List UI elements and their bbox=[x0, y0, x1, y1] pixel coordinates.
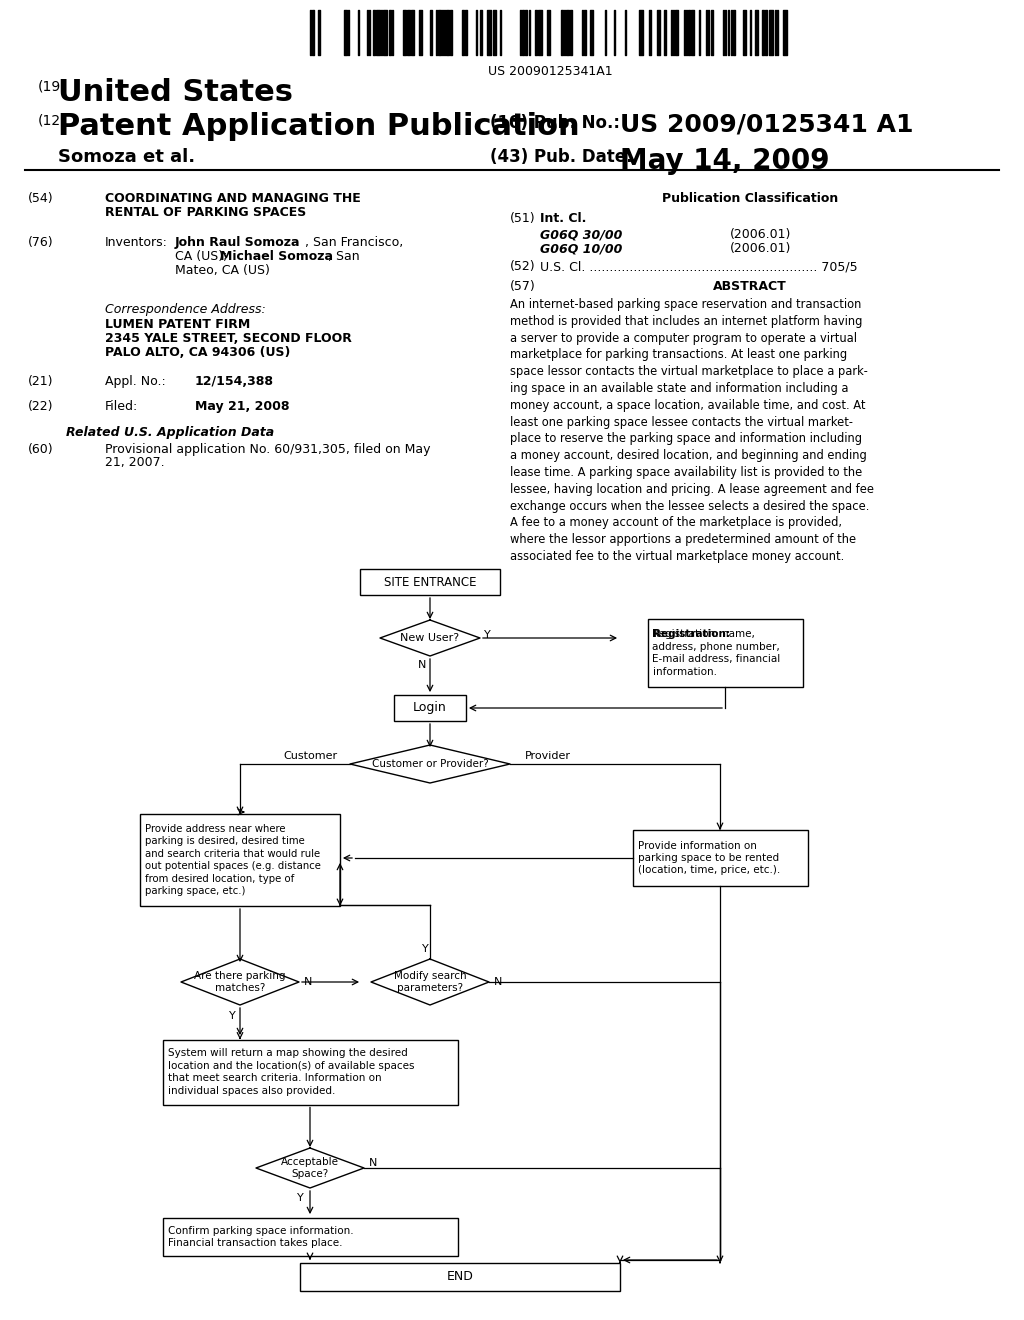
Text: (10) Pub. No.:: (10) Pub. No.: bbox=[490, 114, 620, 132]
Text: Mateo, CA (US): Mateo, CA (US) bbox=[175, 264, 270, 277]
Text: (22): (22) bbox=[28, 400, 53, 413]
Text: Appl. No.:: Appl. No.: bbox=[105, 375, 166, 388]
Text: Registration:: Registration: bbox=[652, 630, 729, 639]
Text: Correspondence Address:: Correspondence Address: bbox=[105, 304, 266, 315]
Text: (12): (12) bbox=[38, 114, 67, 128]
Text: An internet-based parking space reservation and transaction
method is provided t: An internet-based parking space reservat… bbox=[510, 298, 874, 564]
Text: Registration: name,
address, phone number,
E-mail address, financial
information: Registration: name, address, phone numbe… bbox=[652, 630, 780, 677]
Text: (51): (51) bbox=[510, 213, 536, 224]
Text: Provider: Provider bbox=[525, 751, 571, 762]
Text: Provide address near where
parking is desired, desired time
and search criteria : Provide address near where parking is de… bbox=[145, 824, 321, 896]
Text: System will return a map showing the desired
location and the location(s) of ava: System will return a map showing the des… bbox=[168, 1048, 414, 1096]
Text: Y: Y bbox=[484, 630, 490, 640]
Text: Related U.S. Application Data: Related U.S. Application Data bbox=[66, 426, 274, 440]
Text: (2006.01): (2006.01) bbox=[730, 242, 792, 255]
Text: 12/154,388: 12/154,388 bbox=[195, 375, 274, 388]
Text: (76): (76) bbox=[28, 236, 53, 249]
Text: COORDINATING AND MANAGING THE: COORDINATING AND MANAGING THE bbox=[105, 191, 360, 205]
Bar bbox=[140, 814, 340, 906]
Bar bbox=[647, 619, 803, 686]
Text: May 21, 2008: May 21, 2008 bbox=[195, 400, 290, 413]
Text: 2345 YALE STREET, SECOND FLOOR: 2345 YALE STREET, SECOND FLOOR bbox=[105, 333, 352, 345]
Text: Patent Application Publication: Patent Application Publication bbox=[58, 112, 580, 141]
Text: May 14, 2009: May 14, 2009 bbox=[620, 147, 829, 176]
Text: Inventors:: Inventors: bbox=[105, 236, 168, 249]
Text: (52): (52) bbox=[510, 260, 536, 273]
Text: PALO ALTO, CA 94306 (US): PALO ALTO, CA 94306 (US) bbox=[105, 346, 291, 359]
Text: Acceptable
Space?: Acceptable Space? bbox=[281, 1156, 339, 1179]
Text: G06Q 30/00: G06Q 30/00 bbox=[540, 228, 623, 242]
Text: Y: Y bbox=[422, 944, 428, 954]
Text: Michael Somoza: Michael Somoza bbox=[220, 249, 333, 263]
Text: (54): (54) bbox=[28, 191, 53, 205]
Text: (21): (21) bbox=[28, 375, 53, 388]
Text: Customer: Customer bbox=[283, 751, 337, 762]
Text: LUMEN PATENT FIRM: LUMEN PATENT FIRM bbox=[105, 318, 250, 331]
Text: (57): (57) bbox=[510, 280, 536, 293]
Text: Login: Login bbox=[413, 701, 446, 714]
Text: (43) Pub. Date:: (43) Pub. Date: bbox=[490, 148, 633, 166]
Text: , San Francisco,: , San Francisco, bbox=[305, 236, 403, 249]
Text: United States: United States bbox=[58, 78, 293, 107]
Text: END: END bbox=[446, 1270, 473, 1283]
Text: US 20090125341A1: US 20090125341A1 bbox=[487, 65, 612, 78]
Text: Y: Y bbox=[228, 1011, 236, 1020]
Text: Filed:: Filed: bbox=[105, 400, 138, 413]
Bar bbox=[300, 1263, 620, 1291]
Text: Publication Classification: Publication Classification bbox=[662, 191, 838, 205]
Text: N: N bbox=[418, 660, 426, 671]
Text: RENTAL OF PARKING SPACES: RENTAL OF PARKING SPACES bbox=[105, 206, 306, 219]
Bar bbox=[633, 830, 808, 886]
Bar bbox=[360, 569, 500, 595]
Text: SITE ENTRANCE: SITE ENTRANCE bbox=[384, 576, 476, 589]
Bar bbox=[163, 1040, 458, 1105]
Text: Provisional application No. 60/931,305, filed on May: Provisional application No. 60/931,305, … bbox=[105, 444, 430, 455]
Bar bbox=[394, 696, 466, 721]
Text: U.S. Cl. ......................................................... 705/5: U.S. Cl. ...............................… bbox=[540, 260, 858, 273]
Text: John Raul Somoza: John Raul Somoza bbox=[175, 236, 300, 249]
Text: ABSTRACT: ABSTRACT bbox=[713, 280, 786, 293]
Text: New User?: New User? bbox=[400, 634, 460, 643]
Text: Somoza et al.: Somoza et al. bbox=[58, 148, 196, 166]
Text: CA (US);: CA (US); bbox=[175, 249, 231, 263]
Text: US 2009/0125341 A1: US 2009/0125341 A1 bbox=[620, 112, 913, 136]
Bar bbox=[163, 1218, 458, 1257]
Text: Modify search
parameters?: Modify search parameters? bbox=[393, 970, 466, 993]
Text: Customer or Provider?: Customer or Provider? bbox=[372, 759, 488, 770]
Text: , San: , San bbox=[328, 249, 359, 263]
Text: Provide information on
parking space to be rented
(location, time, price, etc.).: Provide information on parking space to … bbox=[638, 841, 779, 875]
Text: Int. Cl.: Int. Cl. bbox=[540, 213, 587, 224]
Text: N: N bbox=[304, 977, 312, 987]
Text: (60): (60) bbox=[28, 444, 53, 455]
Text: N: N bbox=[369, 1158, 378, 1168]
Text: Are there parking
matches?: Are there parking matches? bbox=[195, 970, 286, 993]
Text: (19): (19) bbox=[38, 81, 67, 94]
Text: 21, 2007.: 21, 2007. bbox=[105, 455, 165, 469]
Text: G06Q 10/00: G06Q 10/00 bbox=[540, 242, 623, 255]
Text: N: N bbox=[494, 977, 503, 987]
Text: Confirm parking space information.
Financial transaction takes place.: Confirm parking space information. Finan… bbox=[168, 1226, 353, 1249]
Text: (2006.01): (2006.01) bbox=[730, 228, 792, 242]
Text: Y: Y bbox=[297, 1193, 303, 1203]
